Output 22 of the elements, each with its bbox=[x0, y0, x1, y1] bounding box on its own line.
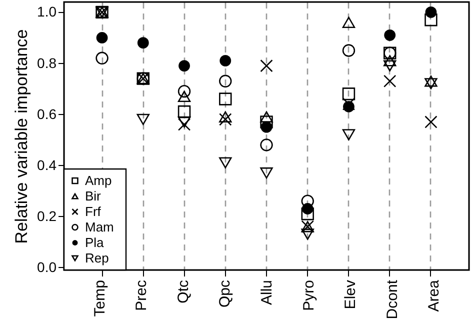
y-tick-label: 0.4 bbox=[37, 156, 57, 173]
x-tick-label: Allu bbox=[258, 280, 276, 306]
x-tick-label: Dcont bbox=[384, 279, 401, 320]
x-tick-label: Area bbox=[426, 279, 443, 312]
legend-label: Amp bbox=[85, 172, 112, 188]
y-tick-label: 1.0 bbox=[37, 4, 57, 20]
y-axis-title: Relative variable importance bbox=[12, 29, 32, 244]
x-tick-label: Elev bbox=[342, 280, 360, 310]
x-tick-label: Pyro bbox=[300, 280, 318, 311]
legend-label: Mam bbox=[85, 219, 114, 234]
x-tick-label: Qtc bbox=[174, 280, 192, 304]
x-tick-label: Temp bbox=[91, 280, 108, 317]
legend-label: Frf bbox=[85, 204, 102, 219]
x-tick-label: Qpc bbox=[216, 280, 234, 308]
x-tick-label: Prec bbox=[133, 280, 150, 311]
legend-label: Rep bbox=[85, 250, 109, 266]
legend-label: Bir bbox=[85, 188, 102, 204]
y-tick-label: 0.2 bbox=[37, 208, 57, 224]
y-tick-label: 0.6 bbox=[37, 106, 57, 122]
y-tick-label: 0.8 bbox=[37, 54, 57, 71]
legend-label: Pla bbox=[85, 234, 105, 250]
y-tick-label: 0.0 bbox=[37, 258, 57, 275]
